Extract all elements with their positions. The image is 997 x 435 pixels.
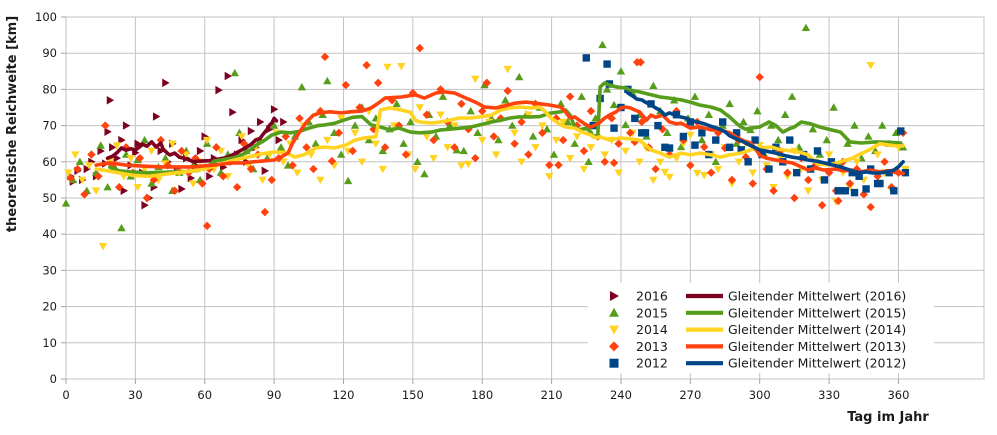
series-2013-avg-line <box>94 90 905 176</box>
svg-text:70: 70 <box>42 119 57 133</box>
svg-text:330: 330 <box>818 388 840 402</box>
legend-background <box>588 283 934 373</box>
svg-text:180: 180 <box>471 388 493 402</box>
legend-year-label: 2014 <box>636 322 668 337</box>
legend-line-label: Gleitender Mittelwert (2014) <box>728 322 906 337</box>
legend-year-label: 2013 <box>636 339 668 354</box>
svg-text:90: 90 <box>267 388 282 402</box>
legend-entry-2012: 2012 Gleitender Mittelwert (2012) <box>609 356 906 371</box>
series-2015-avg-line <box>108 81 903 175</box>
svg-text:30: 30 <box>128 388 143 402</box>
series-2012-avg-line <box>626 91 905 175</box>
x-tick-labels: 0 30 60 90 120 150 180 210 240 270 300 330 360 <box>62 388 909 402</box>
svg-text:240: 240 <box>610 388 632 402</box>
y-axis-title: theoretische Reichweite [km] <box>5 16 20 232</box>
legend-entry-2014: 2014 Gleitender Mittelwert (2014) <box>609 322 906 337</box>
series-2013-points <box>66 43 908 231</box>
svg-text:10: 10 <box>42 336 57 350</box>
svg-text:0: 0 <box>62 388 69 402</box>
legend: 2016 Gleitender Mittelwert (2016) 2015 Glei… <box>588 283 934 373</box>
legend-entry-2015: 2015 Gleitender Mittelwert (2015) <box>609 305 906 320</box>
legend-year-label: 2015 <box>636 305 668 320</box>
legend-year-label: 2016 <box>636 289 668 304</box>
legend-line-label: Gleitender Mittelwert (2016) <box>728 289 906 304</box>
svg-text:60: 60 <box>42 155 57 169</box>
legend-year-label: 2012 <box>636 356 668 371</box>
axis-ticks <box>61 16 899 384</box>
svg-text:360: 360 <box>887 388 909 402</box>
svg-text:150: 150 <box>402 388 424 402</box>
svg-text:210: 210 <box>541 388 563 402</box>
y-tick-labels: 0 10 20 30 40 50 60 70 80 90 100 <box>35 10 57 386</box>
svg-text:60: 60 <box>197 388 212 402</box>
legend-entry-2016: 2016 Gleitender Mittelwert (2016) <box>610 289 906 304</box>
legend-entry-2013: 2013 Gleitender Mittelwert (2013) <box>609 339 906 354</box>
svg-text:20: 20 <box>42 300 57 314</box>
svg-text:0: 0 <box>50 372 57 386</box>
series-2014-avg-line <box>94 105 905 179</box>
svg-text:100: 100 <box>35 10 57 24</box>
svg-text:90: 90 <box>42 46 57 60</box>
legend-line-label: Gleitender Mittelwert (2015) <box>728 305 906 320</box>
svg-text:30: 30 <box>42 263 57 277</box>
legend-line-label: Gleitender Mittelwert (2013) <box>728 339 906 354</box>
svg-text:40: 40 <box>42 227 57 241</box>
svg-text:80: 80 <box>42 82 57 96</box>
svg-text:300: 300 <box>749 388 771 402</box>
series-2016-avg-line <box>105 116 279 164</box>
x-axis-title: Tag im Jahr <box>847 410 929 425</box>
svg-text:120: 120 <box>333 388 355 402</box>
legend-line-label: Gleitender Mittelwert (2012) <box>728 356 906 371</box>
svg-text:50: 50 <box>42 191 57 205</box>
svg-text:270: 270 <box>679 388 701 402</box>
